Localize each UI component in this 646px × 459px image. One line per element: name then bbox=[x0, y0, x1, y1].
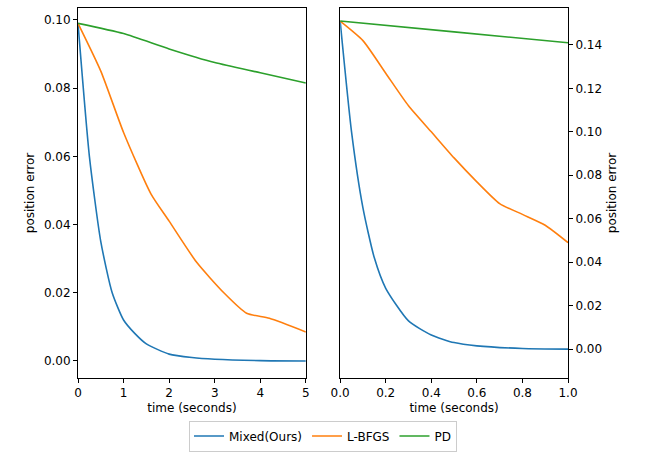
svg-text:0.4: 0.4 bbox=[422, 386, 441, 400]
svg-text:time (seconds): time (seconds) bbox=[147, 401, 236, 415]
svg-text:0.14: 0.14 bbox=[575, 38, 602, 52]
svg-text:0.10: 0.10 bbox=[44, 13, 71, 27]
svg-text:Mixed(Ours): Mixed(Ours) bbox=[229, 430, 302, 444]
svg-text:0.06: 0.06 bbox=[575, 212, 602, 226]
svg-text:0.02: 0.02 bbox=[44, 286, 71, 300]
svg-text:5: 5 bbox=[302, 386, 310, 400]
svg-text:position error: position error bbox=[605, 153, 619, 233]
svg-text:1.0: 1.0 bbox=[558, 386, 577, 400]
svg-text:0.08: 0.08 bbox=[575, 168, 602, 182]
svg-text:1: 1 bbox=[120, 386, 128, 400]
svg-text:time (seconds): time (seconds) bbox=[409, 401, 498, 415]
svg-text:0.04: 0.04 bbox=[44, 218, 71, 232]
svg-text:0.8: 0.8 bbox=[513, 386, 532, 400]
svg-text:0.10: 0.10 bbox=[575, 125, 602, 139]
svg-text:0.02: 0.02 bbox=[575, 299, 602, 313]
svg-text:L-BFGS: L-BFGS bbox=[347, 430, 389, 444]
svg-text:0.06: 0.06 bbox=[44, 150, 71, 164]
svg-text:position error: position error bbox=[23, 153, 37, 233]
svg-text:0.00: 0.00 bbox=[575, 342, 602, 356]
svg-text:0.6: 0.6 bbox=[467, 386, 486, 400]
svg-text:3: 3 bbox=[211, 386, 219, 400]
svg-text:0.08: 0.08 bbox=[44, 81, 71, 95]
svg-text:0.00: 0.00 bbox=[44, 354, 71, 368]
svg-text:0.12: 0.12 bbox=[575, 82, 602, 96]
svg-text:4: 4 bbox=[256, 386, 264, 400]
svg-text:2: 2 bbox=[165, 386, 173, 400]
svg-text:PD: PD bbox=[434, 430, 450, 444]
svg-text:0.04: 0.04 bbox=[575, 255, 602, 269]
svg-text:0.0: 0.0 bbox=[331, 386, 350, 400]
svg-text:0.2: 0.2 bbox=[376, 386, 395, 400]
svg-text:0: 0 bbox=[74, 386, 82, 400]
